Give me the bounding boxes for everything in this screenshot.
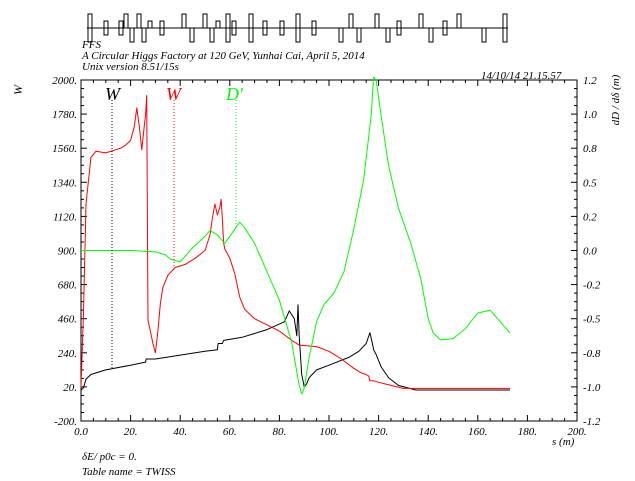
lattice-magnet [456,13,462,29]
y-left-tick-label: 1560. [52,143,77,155]
series-line-3 [81,76,511,395]
x-tick-label: 80. [273,426,287,438]
lattice-magnet [262,20,268,36]
y-left-tick-label: 1340. [52,177,77,189]
lattice-magnet [147,20,153,29]
table-name-label: Table name = TWISS [82,466,176,478]
lattice-magnet [209,27,215,43]
lattice-magnet [123,13,129,29]
legend-label-2: W [166,84,183,104]
y-right-tick-label: 0.5 [583,177,597,189]
lattice-magnet [129,27,135,43]
lattice-layout [87,13,508,43]
y-left-tick-label: 680. [58,280,77,292]
series-line-1 [80,304,510,391]
lattice-magnet [338,27,344,43]
lattice-magnet [481,27,487,43]
y-right-tick-label: 0.8 [583,143,597,155]
x-tick-label: 0.0 [74,426,88,438]
y-left-tick-label: 1780. [52,109,77,121]
lattice-magnet [215,20,221,29]
y-left-tick-label: 240. [58,348,77,360]
lattice-magnet [118,20,124,36]
y-right-tick-label: 0.0 [583,246,597,258]
y-right-tick-label: -1.0 [583,382,601,394]
series-lines [80,76,511,395]
x-tick-label: 40. [173,426,187,438]
lattice-magnet [87,13,93,43]
x-tick-label: 60. [223,426,237,438]
lattice-magnet [385,27,391,43]
lattice-magnet [295,13,301,43]
legend-label-1: W [105,84,122,104]
y-right-tick-label: -0.5 [583,314,601,326]
x-tick-label: 140. [419,426,438,438]
series-line-2 [80,95,510,389]
lattice-magnet [428,27,434,43]
y-right-tick-label: -0.8 [583,348,601,360]
y-right-tick-label: -1.2 [583,416,601,428]
y-left-tick-label: 460. [58,314,77,326]
lattice-magnet [442,20,448,36]
y-left-tick-label: 900. [58,246,77,258]
lattice-magnet [279,20,285,36]
lattice-magnet [356,27,362,43]
y-right-tick-label: -0.2 [583,280,601,292]
legend-label-3: D' [225,84,244,104]
version-label: Unix version 8.51/15s [82,61,179,73]
lattice-magnet [418,13,424,29]
lattice-magnet [103,20,109,36]
x-tick-label: 160. [468,426,487,438]
y-left-tick-label: 20. [63,382,77,394]
y-right-tick-label: 1.2 [583,75,597,87]
lattice-magnet [159,20,165,36]
lattice-magnet [202,13,208,29]
delta-label: δE/ p0c = 0. [82,451,137,463]
lattice-magnet [225,13,231,43]
y-left-tick-label: 1120. [53,211,77,223]
x-tick-label: 200. [567,426,586,438]
x-tick-label: 100. [319,426,338,438]
lattice-magnet [248,13,254,43]
lattice-magnet [231,20,237,36]
lattice-magnet [189,27,195,43]
y-right-axis-title: dD / dδ (m) [610,74,622,125]
lattice-magnet [502,13,508,43]
lattice-magnet [136,13,142,29]
y-right-tick-label: 1.0 [583,109,597,121]
x-axis-title: s (m) [552,436,575,448]
legend: W W D' [105,84,244,369]
lattice-magnet [348,13,354,29]
axis-ticks: 0.0 20. 40. 60. 80. 100. 120. 140. 160. 180. 200.-… [52,75,601,438]
lattice-magnet [141,27,147,43]
program-label: FFS [81,39,101,51]
y-left-tick-label: 2000. [52,75,77,87]
chart-title: A Circular Higgs Factory at 120 GeV, Yun… [81,50,365,62]
lattice-magnet [396,20,402,36]
x-tick-label: 20. [124,426,138,438]
y-left-axis-title: W [11,84,25,95]
y-right-tick-label: 0.2 [583,211,597,223]
x-tick-label: 180. [518,426,537,438]
x-tick-label: 120. [369,426,388,438]
y-left-tick-label: -200. [54,416,77,428]
lattice-magnet [374,13,380,29]
lattice-magnet [311,20,317,36]
timestamp-label: 14/10/14 21.15.57 [481,70,562,82]
lattice-magnet [181,13,187,29]
plot-frame [80,79,578,422]
